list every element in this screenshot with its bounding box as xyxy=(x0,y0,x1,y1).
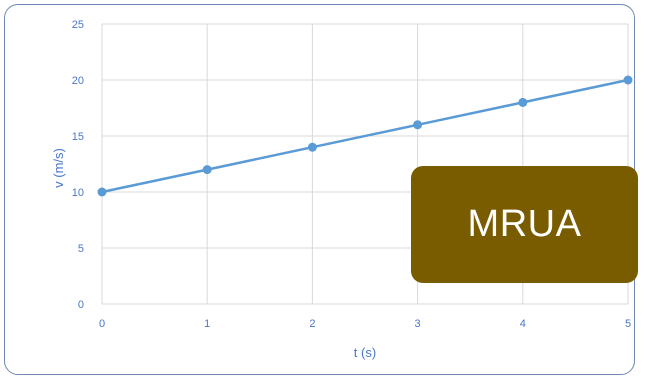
data-point xyxy=(518,97,528,107)
y-axis-title: v (m/s) xyxy=(51,148,66,188)
data-point xyxy=(97,187,107,197)
series-line xyxy=(101,78,629,194)
series-group xyxy=(97,75,633,197)
data-point xyxy=(413,120,423,130)
y-tick-label: 15 xyxy=(72,131,84,143)
y-tick-label: 5 xyxy=(78,243,84,255)
x-tick-label: 1 xyxy=(204,318,210,330)
y-tick-label: 25 xyxy=(72,19,84,31)
y-tick-labels: 0 5 10 15 20 25 xyxy=(72,19,84,311)
data-point xyxy=(307,142,317,152)
y-tick-label: 0 xyxy=(78,299,84,311)
data-point xyxy=(202,165,212,175)
x-tick-label: 2 xyxy=(309,318,315,330)
x-tick-label: 0 xyxy=(99,318,105,330)
y-tick-label: 10 xyxy=(72,187,84,199)
mrua-badge: MRUA xyxy=(411,166,638,283)
data-point xyxy=(623,75,633,85)
x-axis-title: t (s) xyxy=(354,345,376,360)
y-tick-label: 20 xyxy=(72,75,84,87)
x-tick-label: 4 xyxy=(520,318,526,330)
x-tick-labels: 0 1 2 3 4 5 xyxy=(99,318,631,330)
x-tick-label: 3 xyxy=(415,318,421,330)
x-tick-label: 5 xyxy=(625,318,631,330)
grid-lines xyxy=(101,23,629,305)
